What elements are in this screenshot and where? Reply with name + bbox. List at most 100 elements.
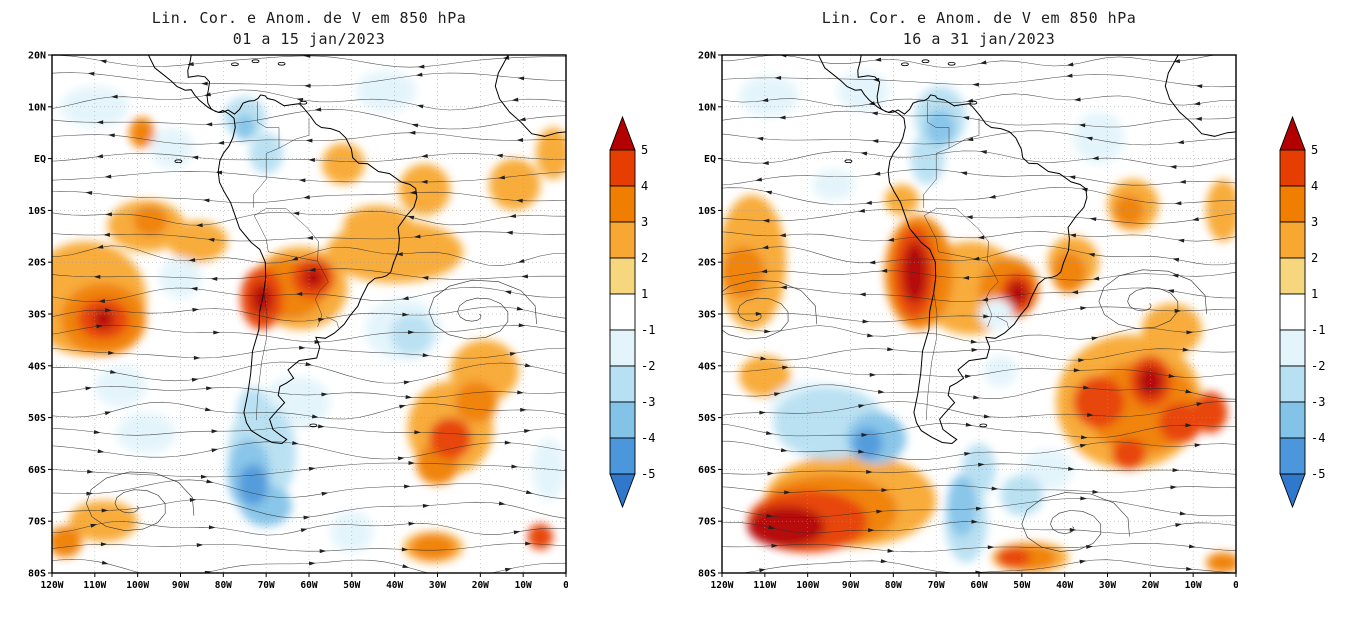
colorbar-segment [1279,293,1306,331]
colorbar-segment [1279,401,1306,439]
x-tick-label: 90W [842,580,859,591]
colorbar-segment [609,149,636,187]
x-tick-label: 60W [300,580,317,591]
colorbar-label: 2 [641,251,648,265]
colorbar-segment [1279,221,1306,259]
x-tick-label: 60W [970,580,987,591]
y-tick-label: 40S [698,361,716,372]
country-borders [923,101,1009,421]
colorbar-segment [609,221,636,259]
colorbar-segment [609,329,636,367]
colorbar-scale: 5 4 3 2 1 -1 -2 -3 -4 -5 [609,115,655,509]
plot-row-1: 120W 110W 100W 90W 80W 70W 60W 50W 40W 30W 20W 10W 0… [10,49,666,605]
colorbar-label: 5 [1311,143,1318,157]
anomaly-shading [722,70,1236,573]
plot-row-2: 120W 110W 100W 90W 80W 70W 60W 50W 40W 30W 20W 10W 0… [680,49,1336,605]
y-tick-label: 10N [698,102,716,113]
colorbar-segment [609,365,636,403]
colorbar-label: -3 [1311,395,1325,409]
x-tick-label: 20W [472,580,489,591]
x-tick-label: 110W [753,580,776,591]
anomaly-shading [52,70,566,563]
y-tick-label: 10N [28,102,46,113]
y-tick-label: 50S [698,413,716,424]
colorbar-bottom-triangle [1279,473,1306,509]
x-tick-label: 80W [215,580,232,591]
colorbar-label: -4 [1311,431,1325,445]
x-tick-label: 120W [41,580,64,591]
colorbar-2: 5 4 3 2 1 -1 -2 -3 -4 -5 [1279,115,1325,509]
colorbar-label: 5 [641,143,648,157]
colorbar-label: 3 [641,215,648,229]
colorbar-label: 4 [641,179,648,193]
vortices [722,269,1207,552]
colorbar-segment [609,437,636,475]
y-axis: 20N 10N EQ 10S 20S 30S 40S 50S 60S 70S 80S [28,51,52,580]
x-tick-label: 10W [515,580,532,591]
y-tick-label: 80S [28,569,46,580]
x-tick-label: 0 [563,580,568,591]
y-tick-label: 20N [698,51,716,62]
x-tick-label: 50W [1013,580,1030,591]
colorbar-segment [1279,365,1306,403]
streamline-arrows [755,55,1204,573]
colorbar-segment [1279,185,1306,223]
colorbar-segment [1279,149,1306,187]
x-tick-label: 110W [83,580,106,591]
colorbar-top-triangle [609,115,636,151]
y-tick-label: 30S [698,310,716,321]
y-tick-label: 80S [698,569,716,580]
x-tick-label: 30W [1099,580,1116,591]
y-tick-label: 10S [28,206,46,217]
chart-title-1: Lin. Cor. e Anom. de V em 850 hPa [151,9,467,27]
colorbar-label: -2 [1311,359,1325,373]
x-tick-label: 10W [1185,580,1202,591]
colorbar-segment [609,185,636,223]
x-tick-label: 70W [258,580,275,591]
colorbar-label: -5 [641,467,655,481]
colorbar-label: -2 [641,359,655,373]
x-tick-label: 40W [386,580,403,591]
map-chart-1: 120W 110W 100W 90W 80W 70W 60W 50W 40W 30W 20W 10W 0… [28,51,568,592]
colorbar-segment [609,401,636,439]
x-tick-label: 100W [126,580,149,591]
country-borders [253,101,339,421]
panel-first-fortnight: Lin. Cor. e Anom. de V em 850 hPa 01 a 1… [10,8,666,605]
y-tick-label: 60S [28,465,46,476]
x-tick-label: 40W [1056,580,1073,591]
y-tick-label: 50S [28,413,46,424]
colorbar-bottom-triangle [609,473,636,509]
x-tick-label: 100W [796,580,819,591]
colorbar-segment [1279,437,1306,475]
chart-subtitle-1: 01 a 15 jan/2023 [232,30,386,48]
coastlines [147,55,566,445]
colorbar-segment [1279,257,1306,295]
colorbar-label: -4 [641,431,655,445]
y-tick-label: 70S [28,517,46,528]
colorbar-label: 4 [1311,179,1318,193]
y-tick-label: 70S [698,517,716,528]
x-tick-label: 50W [343,580,360,591]
colorbar-label: -3 [641,395,655,409]
colorbar-label: -1 [1311,323,1325,337]
y-tick-label: EQ [34,154,46,165]
colorbar-segment [609,293,636,331]
x-axis: 120W 110W 100W 90W 80W 70W 60W 50W 40W 30W 20W 10W 0 [41,573,568,591]
chart-subtitle-2: 16 a 31 jan/2023 [902,30,1056,48]
grid [722,55,1236,573]
x-tick-label: 80W [885,580,902,591]
colorbar-label: 3 [1311,215,1318,229]
grid [52,55,566,573]
x-tick-label: 20W [1142,580,1159,591]
y-tick-label: 20S [698,258,716,269]
streamline-arrows [85,55,533,573]
y-tick-label: 20S [28,258,46,269]
y-axis: 20N 10N EQ 10S 20S 30S 40S 50S 60S 70S 80S [698,51,722,580]
y-tick-label: EQ [704,154,716,165]
y-tick-label: 30S [28,310,46,321]
coastlines [817,55,1236,445]
colorbar-segment [1279,329,1306,367]
title-block-2: Lin. Cor. e Anom. de V em 850 hPa 16 a 3… [722,8,1236,49]
colorbar-label: 2 [1311,251,1318,265]
